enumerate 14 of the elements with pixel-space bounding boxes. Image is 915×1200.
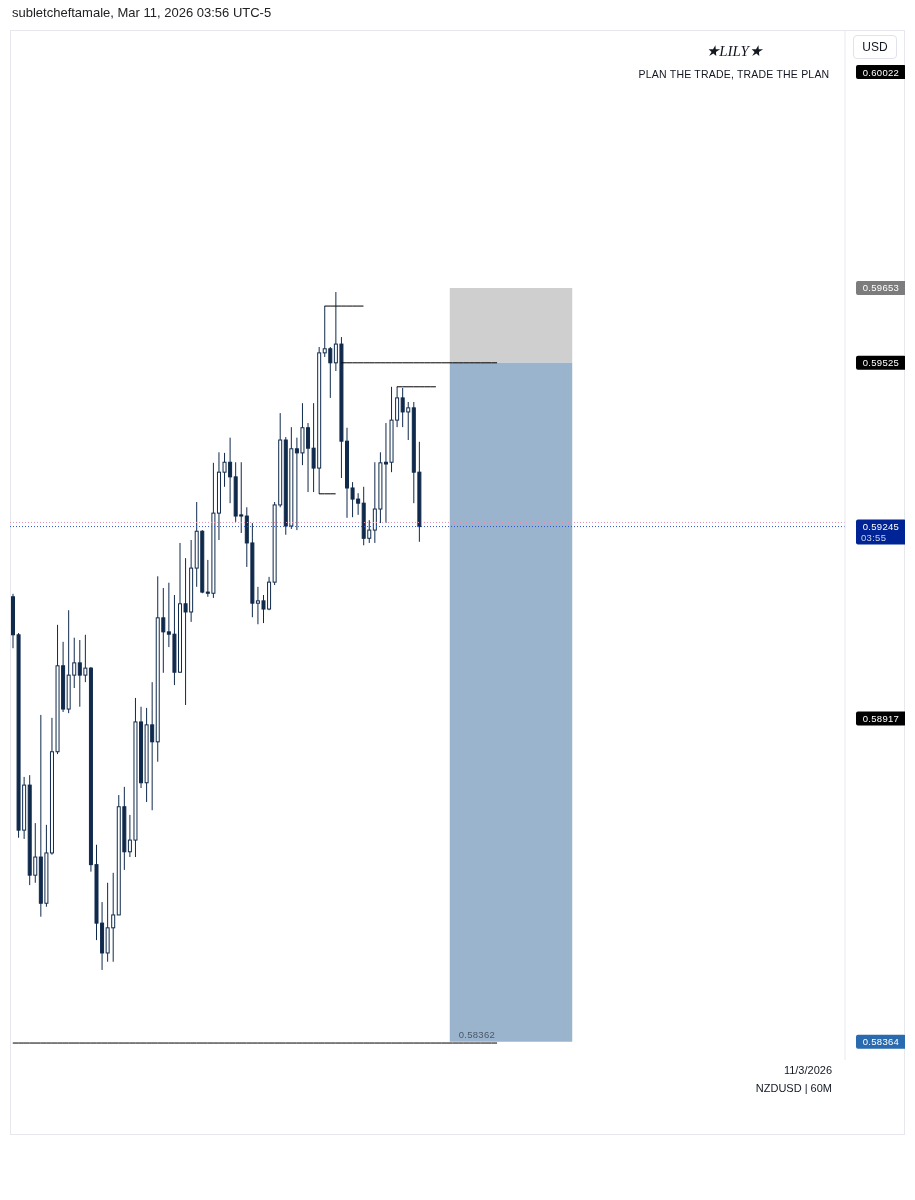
- y-tick-label: 0.59653: [862, 282, 900, 294]
- text: PLAN THE TRADE, TRADE THE PLAN: [638, 68, 830, 80]
- series-label: 0.58362: [458, 1029, 496, 1041]
- y-axis-title: USD: [853, 35, 897, 59]
- y-tick-label: 0.60022: [862, 66, 900, 78]
- text: NZDUSD | 60M: [755, 1082, 832, 1094]
- text: subletcheftamale, Mar 11, 2026 03:56 UTC-5: [12, 5, 272, 20]
- text: ★LILY★: [706, 43, 762, 59]
- y-tick-label: 0.59245: [862, 521, 900, 533]
- y-tick-label: 0.58364: [862, 1036, 900, 1048]
- y-tick-label: 0.58917: [862, 712, 900, 724]
- y-tick-label: 0.59525: [862, 357, 900, 369]
- text: 11/3/2026: [783, 1064, 832, 1076]
- text: 03:55: [861, 532, 887, 544]
